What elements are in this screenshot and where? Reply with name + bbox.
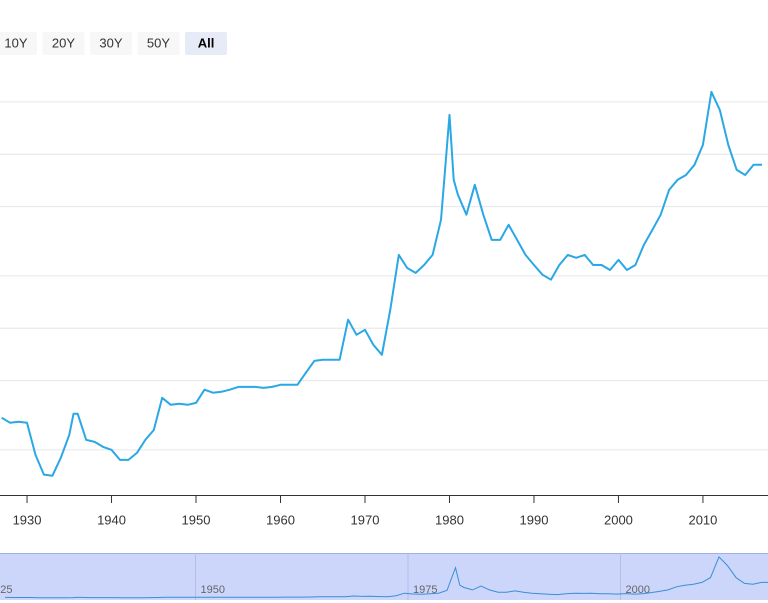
price-line [1, 90, 763, 477]
range-button-label[interactable]: 10Y [4, 35, 27, 50]
x-tick-label: 1930 [13, 512, 42, 527]
range-button-label[interactable]: 20Y [52, 35, 75, 50]
range-button[interactable] [0, 32, 37, 55]
range-button[interactable] [137, 32, 180, 55]
x-tick-label: 1990 [520, 512, 549, 527]
navigator-label: 2000 [626, 584, 650, 596]
range-button[interactable] [90, 32, 132, 55]
range-button-label[interactable]: 30Y [99, 35, 122, 50]
x-tick-label: 1960 [266, 512, 295, 527]
navigator-line [4, 556, 768, 599]
navigator-label: 1925 [0, 584, 12, 596]
range-button[interactable] [42, 32, 85, 55]
range-button-label[interactable]: All [198, 35, 215, 50]
range-button[interactable] [185, 32, 227, 55]
x-tick-label: 2000 [604, 512, 633, 527]
x-tick-label: 1970 [351, 512, 380, 527]
x-tick-label: 1950 [182, 512, 211, 527]
navigator-window[interactable] [0, 553, 768, 600]
x-tick-label: 1940 [97, 512, 126, 527]
navigator-label: 1950 [201, 584, 225, 596]
x-tick-label: 1980 [435, 512, 464, 527]
x-tick-label: 2010 [688, 512, 717, 527]
navigator-label: 1975 [413, 584, 437, 596]
range-button-label[interactable]: 50Y [147, 35, 170, 50]
